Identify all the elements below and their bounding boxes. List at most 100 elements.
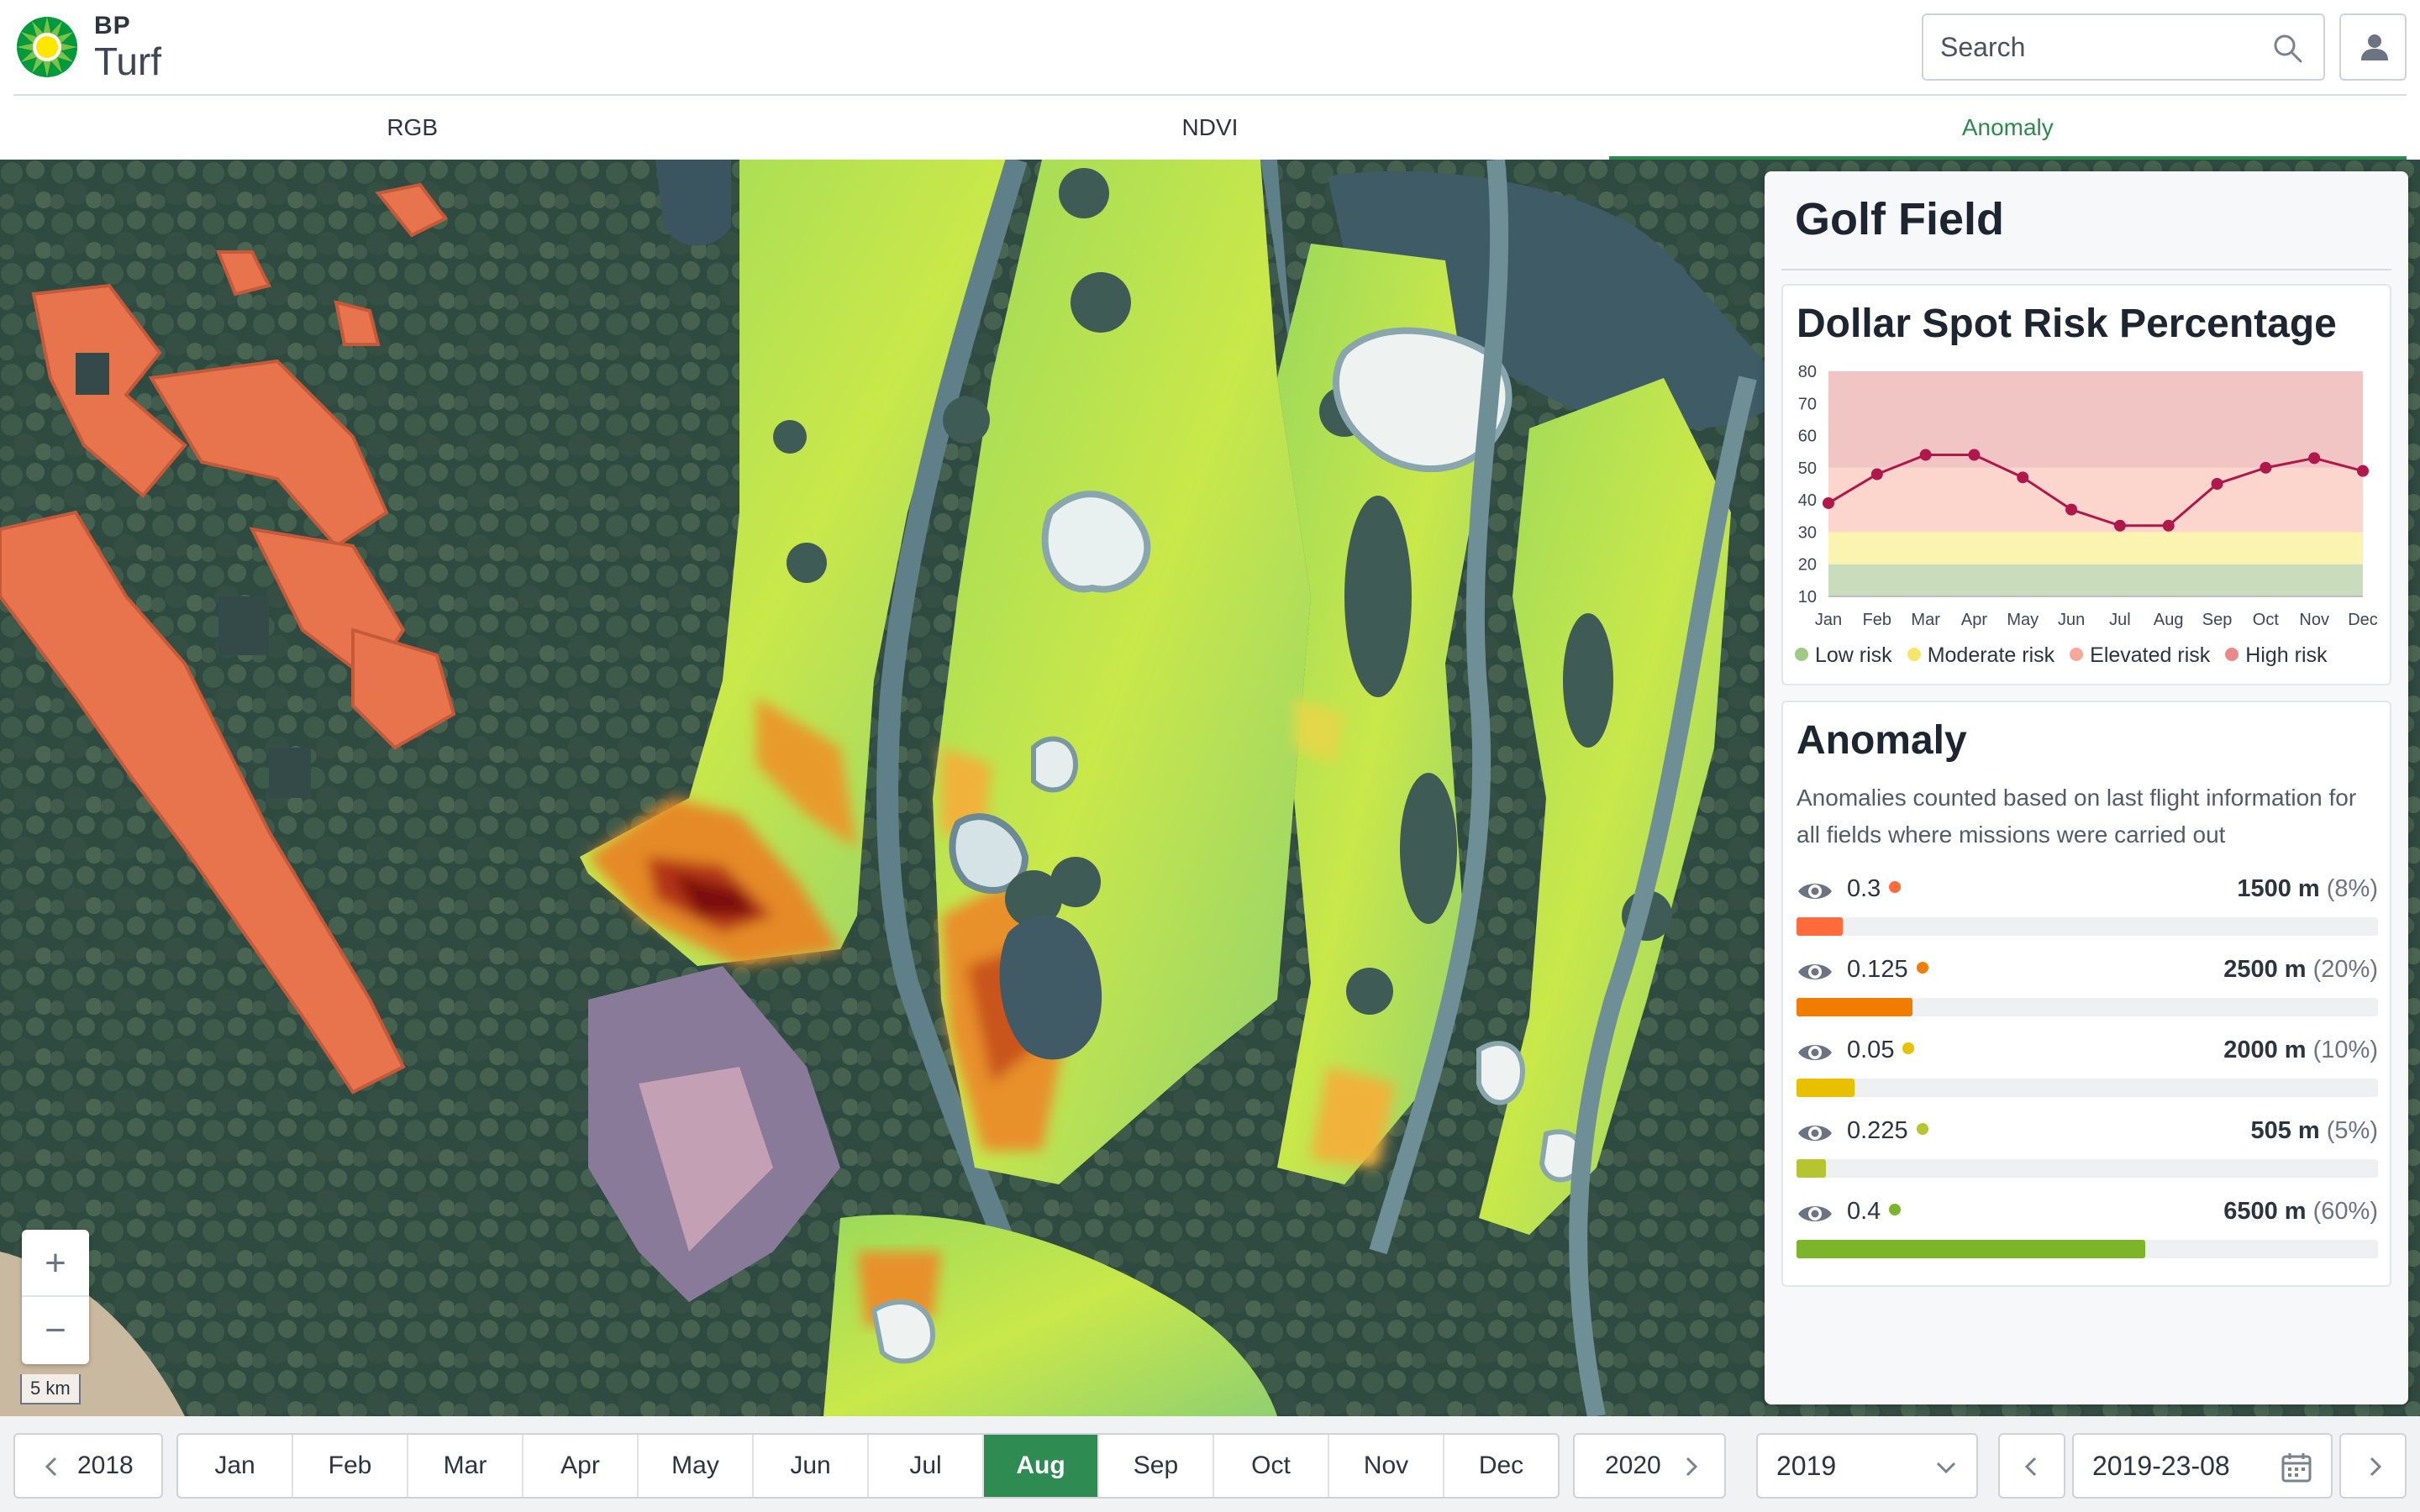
risk-data-point (1919, 449, 1932, 461)
zoom-in-button[interactable]: + (22, 1230, 89, 1297)
anomaly-color-dot (1916, 1123, 1928, 1136)
next-year-button[interactable]: 2020 (1573, 1433, 1726, 1499)
anomaly-percent: (60%) (2312, 1198, 2378, 1225)
eye-icon[interactable] (1797, 1201, 1833, 1226)
anomaly-threshold: 0.225 (1847, 1117, 1928, 1145)
brand-company: BP (94, 12, 131, 39)
anomaly-description: Anomalies counted based on last flight i… (1797, 785, 2357, 848)
anomaly-percent: (20%) (2312, 956, 2378, 983)
chart-title: Dollar Spot Risk Percentage (1797, 302, 2337, 346)
y-tick-label: 80 (1798, 363, 1817, 381)
x-tick-label: Aug (2154, 611, 2184, 629)
anomaly-threshold: 0.05 (1847, 1037, 1915, 1064)
year-select[interactable]: 2019 (1756, 1433, 1978, 1499)
risk-data-point (2017, 471, 2029, 484)
legend-dot (2225, 648, 2239, 662)
legend-low-risk: Low risk (1795, 643, 1892, 668)
prev-date-button[interactable] (1998, 1433, 2065, 1499)
x-tick-label: Jan (1815, 611, 1842, 629)
anomaly-progress-track (1797, 1240, 2378, 1258)
chevron-right-icon (1686, 1457, 1698, 1477)
field-details-panel: Golf Field Dollar Spot Risk Percentage 1… (1765, 171, 2408, 1404)
month-oct[interactable]: Oct (1214, 1435, 1329, 1497)
x-tick-label: Sep (2202, 611, 2233, 629)
view-tabs: RGB NDVI Anomaly (13, 96, 2407, 160)
anomaly-color-dot (1916, 962, 1928, 974)
anomaly-progress-fill (1797, 1240, 2146, 1258)
y-tick-label: 30 (1798, 523, 1817, 542)
risk-band (1828, 371, 2363, 468)
risk-data-point (2113, 519, 2126, 532)
month-mar[interactable]: Mar (408, 1435, 523, 1497)
month-jul[interactable]: Jul (869, 1435, 984, 1497)
y-tick-label: 50 (1798, 459, 1817, 478)
y-tick-label: 10 (1798, 588, 1817, 606)
month-jan[interactable]: Jan (178, 1435, 293, 1497)
eye-icon[interactable] (1797, 1040, 1833, 1065)
month-jun[interactable]: Jun (754, 1435, 869, 1497)
risk-data-point (2162, 519, 2175, 532)
panel-divider (1781, 269, 2391, 270)
tab-anomaly[interactable]: Anomaly (1608, 96, 2407, 160)
x-tick-label: Feb (1863, 611, 1891, 629)
risk-band (1828, 532, 2363, 564)
chart-legend: Low risk Moderate risk Elevated risk Hig… (1795, 643, 2328, 668)
x-tick-label: Jul (2109, 611, 2131, 629)
user-account-button[interactable] (2339, 13, 2407, 81)
anomaly-stat: 2000 m (10%) (2223, 1037, 2378, 1064)
prev-year-label: 2018 (77, 1452, 134, 1479)
legend-dot (1907, 648, 1921, 662)
eye-icon[interactable] (1797, 879, 1833, 904)
chevron-left-icon (45, 1457, 57, 1477)
anomaly-color-dot (1889, 1204, 1902, 1216)
risk-series-line (1828, 454, 2364, 528)
anomaly-amount: 1500 m (2237, 875, 2320, 902)
anomaly-title: Anomaly (1797, 718, 1967, 763)
month-aug[interactable]: Aug (984, 1435, 1099, 1497)
chevron-right-icon (2370, 1457, 2382, 1477)
next-year-label: 2020 (1605, 1452, 1661, 1479)
risk-chart-card: Dollar Spot Risk Percentage 10 20 30 40 50 60… (1781, 284, 2391, 685)
month-dec[interactable]: Dec (1478, 1452, 1524, 1479)
search-icon[interactable] (2271, 32, 2305, 66)
zoom-out-button[interactable]: − (45, 1310, 66, 1351)
anomaly-threshold-value: 0.225 (1847, 1117, 1908, 1144)
anomaly-row: 0.4 6500 m (60%) (1797, 1194, 2378, 1275)
month-may[interactable]: May (639, 1435, 754, 1497)
x-tick-label: Mar (1911, 611, 1940, 629)
prev-year-button[interactable]: 2018 (13, 1433, 163, 1499)
risk-data-point (2211, 478, 2223, 490)
anomaly-color-dot (1889, 881, 1902, 894)
eye-icon[interactable] (1797, 959, 1833, 984)
date-picker[interactable]: 2019-23-08 (2072, 1433, 2333, 1499)
month-apr[interactable]: Apr (523, 1435, 639, 1497)
month-sep[interactable]: Sep (1099, 1435, 1214, 1497)
eye-icon[interactable] (1797, 1121, 1833, 1146)
x-tick-label: Oct (2253, 611, 2280, 629)
anomaly-card: Anomaly Anomalies counted based on last … (1781, 701, 2391, 1287)
anomaly-threshold-value: 0.05 (1847, 1037, 1895, 1063)
chevron-left-icon (2024, 1457, 2037, 1477)
anomaly-progress-fill (1797, 998, 1913, 1016)
x-tick-label: Jun (2058, 611, 2085, 629)
search-input[interactable] (1940, 29, 2260, 66)
anomaly-threshold-value: 0.3 (1847, 875, 1881, 902)
next-date-button[interactable] (2339, 1433, 2407, 1499)
anomaly-threshold-value: 0.4 (1847, 1198, 1881, 1225)
header-divider (13, 94, 2407, 96)
anomaly-progress-track (1797, 998, 2378, 1016)
tab-ndvi[interactable]: NDVI (1181, 114, 1239, 140)
y-tick-label: 40 (1798, 491, 1817, 510)
anomaly-row: 0.225 505 m (5%) (1797, 1114, 2378, 1194)
risk-band (1828, 467, 2363, 533)
x-tick-label: Dec (2348, 611, 2378, 629)
x-tick-label: Nov (2299, 611, 2329, 629)
month-feb[interactable]: Feb (293, 1435, 408, 1497)
tab-rgb[interactable]: RGB (387, 114, 438, 140)
month-nov[interactable]: Nov (1329, 1435, 1444, 1497)
bp-logo-icon[interactable] (15, 15, 79, 79)
y-tick-label: 20 (1798, 556, 1817, 575)
anomaly-amount: 2000 m (2223, 1037, 2307, 1063)
month-selector: Jan Feb Mar Apr May Jun Jul Aug Sep Oct Nov Dec (176, 1433, 1560, 1499)
legend-moderate-risk: Moderate risk (1907, 643, 2054, 668)
